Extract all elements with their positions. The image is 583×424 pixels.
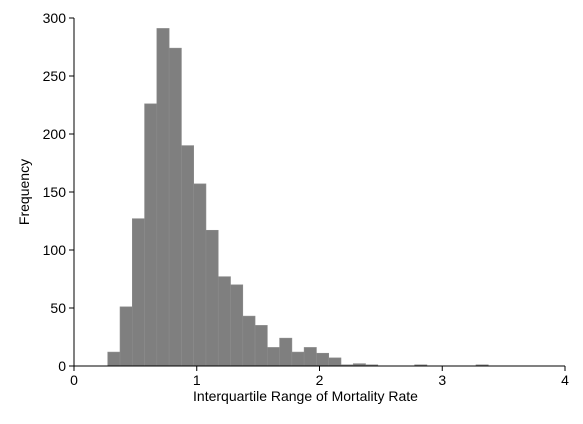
y-tick-label: 100 [43, 242, 67, 258]
histogram-bar [303, 347, 317, 367]
x-tick-label: 4 [561, 372, 569, 388]
histogram-bar [242, 315, 256, 367]
histogram-bar [132, 218, 145, 367]
y-tick-label: 0 [58, 358, 66, 374]
histogram-bars [107, 28, 489, 367]
histogram-bar [168, 47, 182, 367]
histogram-bar [107, 351, 121, 367]
histogram-bar [316, 352, 330, 367]
y-axis-ticks: 0 50 100 150 200 250 300 [43, 10, 74, 374]
histogram-bar [328, 357, 342, 367]
histogram-bar [267, 347, 280, 367]
histogram-bar [230, 284, 244, 367]
y-tick-label: 50 [50, 300, 66, 316]
histogram-bar [119, 306, 133, 367]
y-tick-label: 250 [43, 68, 67, 84]
histogram-bar [193, 183, 207, 367]
y-tick-label: 150 [43, 184, 67, 200]
y-axis-title: Frequency [16, 159, 32, 225]
x-tick-label: 3 [438, 372, 446, 388]
histogram-bar [291, 351, 305, 367]
histogram-bar [205, 229, 219, 367]
histogram-bar [181, 145, 194, 367]
histogram-bar [217, 276, 231, 367]
x-tick-label: 1 [193, 372, 201, 388]
histogram-bar [279, 337, 293, 367]
histogram-bar [156, 28, 170, 367]
x-tick-label: 2 [316, 372, 324, 388]
x-axis-title: Interquartile Range of Mortality Rate [193, 388, 418, 404]
y-tick-label: 300 [43, 10, 67, 26]
x-tick-label: 0 [70, 372, 78, 388]
histogram-bar [254, 325, 268, 367]
y-tick-label: 200 [43, 126, 67, 142]
x-axis-ticks: 0 1 2 3 4 [70, 366, 569, 388]
histogram-bar [144, 103, 158, 367]
